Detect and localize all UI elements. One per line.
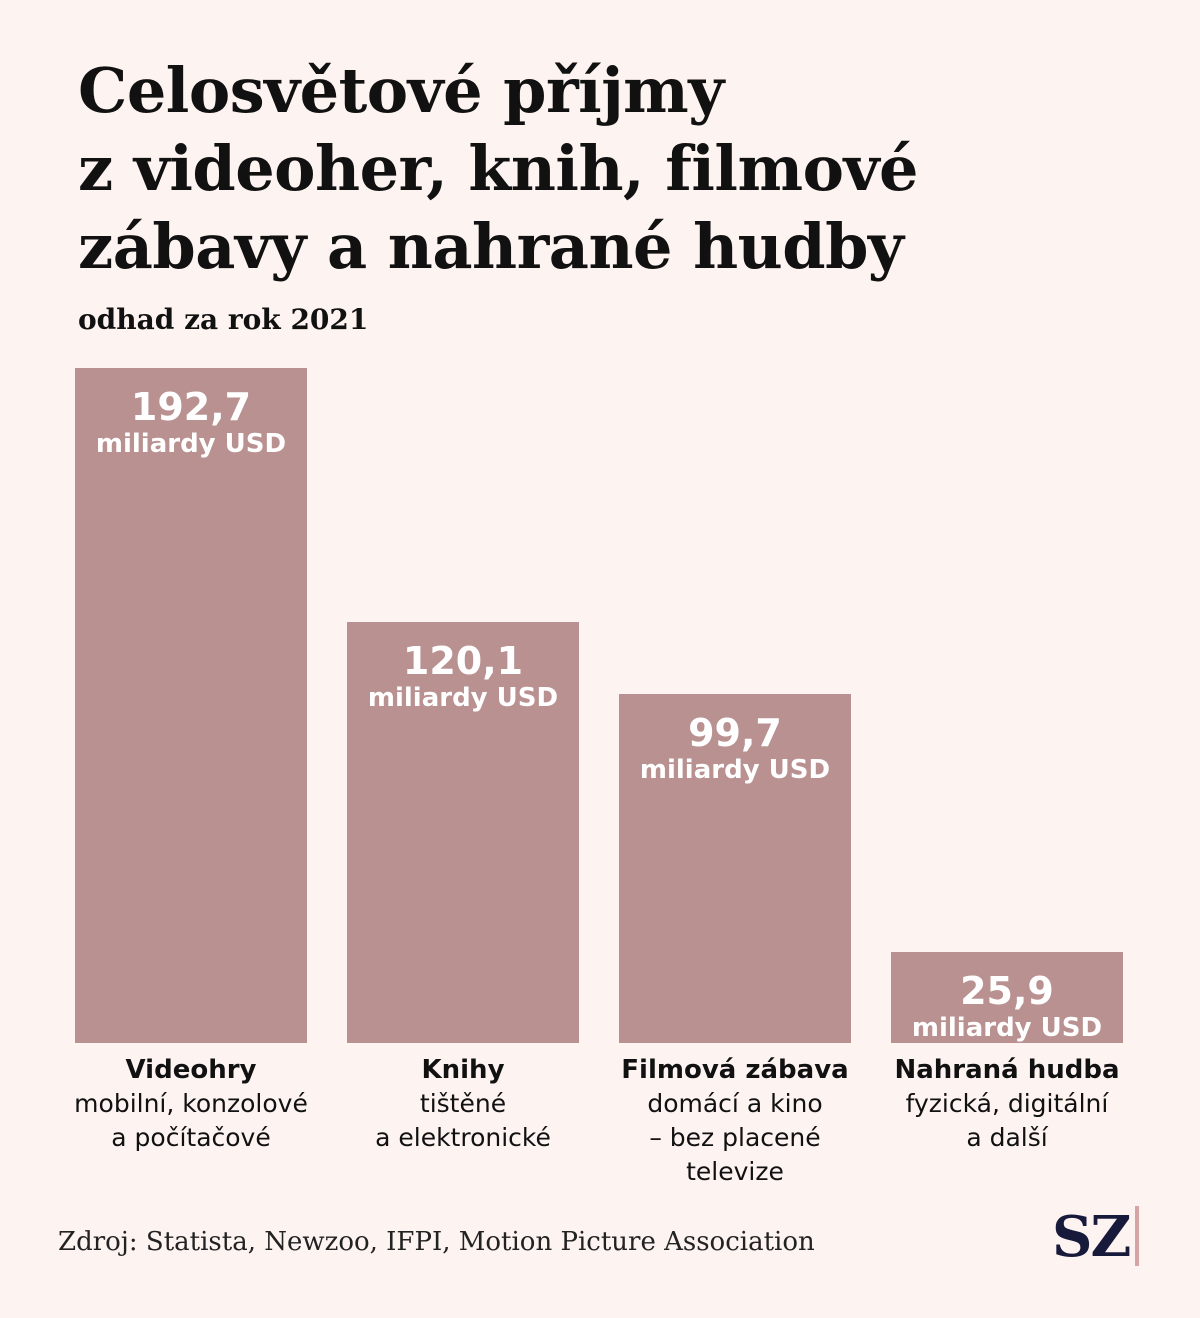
category-name: Knihy — [421, 1055, 505, 1085]
bar-value-label: 192,7 — [130, 385, 252, 429]
bar-unit-label: miliardy USD — [367, 683, 559, 713]
category-description-line: domácí a kino — [647, 1089, 823, 1118]
source-note: Zdroj: Statista, Newzoo, IFPI, Motion Pi… — [58, 1227, 815, 1257]
category-description-line: mobilní, konzolové — [74, 1089, 308, 1118]
category-description-line: a počítačové — [111, 1123, 271, 1152]
bar-4: 25,9 miliardy USD — [891, 952, 1123, 1043]
chart-title-line-2: z videoher, knih, filmové — [78, 132, 918, 205]
category-label-4: Nahraná hudba fyzická, digitální a další — [862, 1053, 1152, 1155]
category-description: mobilní, konzolové a počítačové — [46, 1087, 336, 1155]
sz-logo: SZ — [1052, 1204, 1131, 1270]
category-label-1: Videohry mobilní, konzolové a počítačové — [46, 1053, 336, 1155]
category-description-line: televize — [686, 1157, 784, 1186]
category-name: Filmová zábava — [621, 1055, 849, 1085]
bar-value-label: 99,7 — [688, 711, 782, 755]
bar-value-label: 25,9 — [960, 969, 1054, 1013]
category-description-line: – bez placené — [649, 1123, 821, 1152]
category-description: fyzická, digitální a další — [862, 1087, 1152, 1155]
bar-2: 120,1 miliardy USD — [347, 622, 579, 1043]
bar-1: 192,7 miliardy USD — [75, 368, 307, 1043]
chart-title-line-1: Celosvětové příjmy — [78, 54, 724, 127]
category-description-line: fyzická, digitální — [905, 1089, 1109, 1118]
category-description-line: tištěné — [419, 1089, 507, 1118]
bar-value-label: 120,1 — [402, 639, 524, 683]
bar-unit-label: miliardy USD — [95, 429, 287, 459]
category-name: Videohry — [125, 1055, 257, 1085]
chart-title-line-3: zábavy a nahrané hudby — [78, 210, 904, 283]
category-description: domácí a kino – bez placené televize — [590, 1087, 880, 1189]
category-description: tištěné a elektronické — [318, 1087, 608, 1155]
category-name: Nahraná hudba — [894, 1055, 1120, 1085]
category-label-2: Knihy tištěné a elektronické — [318, 1053, 608, 1155]
category-description-line: a další — [966, 1123, 1048, 1152]
bar-3: 99,7 miliardy USD — [619, 694, 851, 1043]
bar-unit-label: miliardy USD — [639, 755, 831, 785]
category-description-line: a elektronické — [375, 1123, 551, 1152]
logo-accent-bar — [1135, 1206, 1139, 1266]
bar-unit-label: miliardy USD — [911, 1013, 1103, 1043]
chart-subtitle: odhad za rok 2021 — [78, 303, 369, 336]
chart-title: Celosvětové příjmy z videoher, knih, fil… — [78, 52, 1128, 286]
category-label-3: Filmová zábava domácí a kino – bez placené… — [590, 1053, 880, 1189]
